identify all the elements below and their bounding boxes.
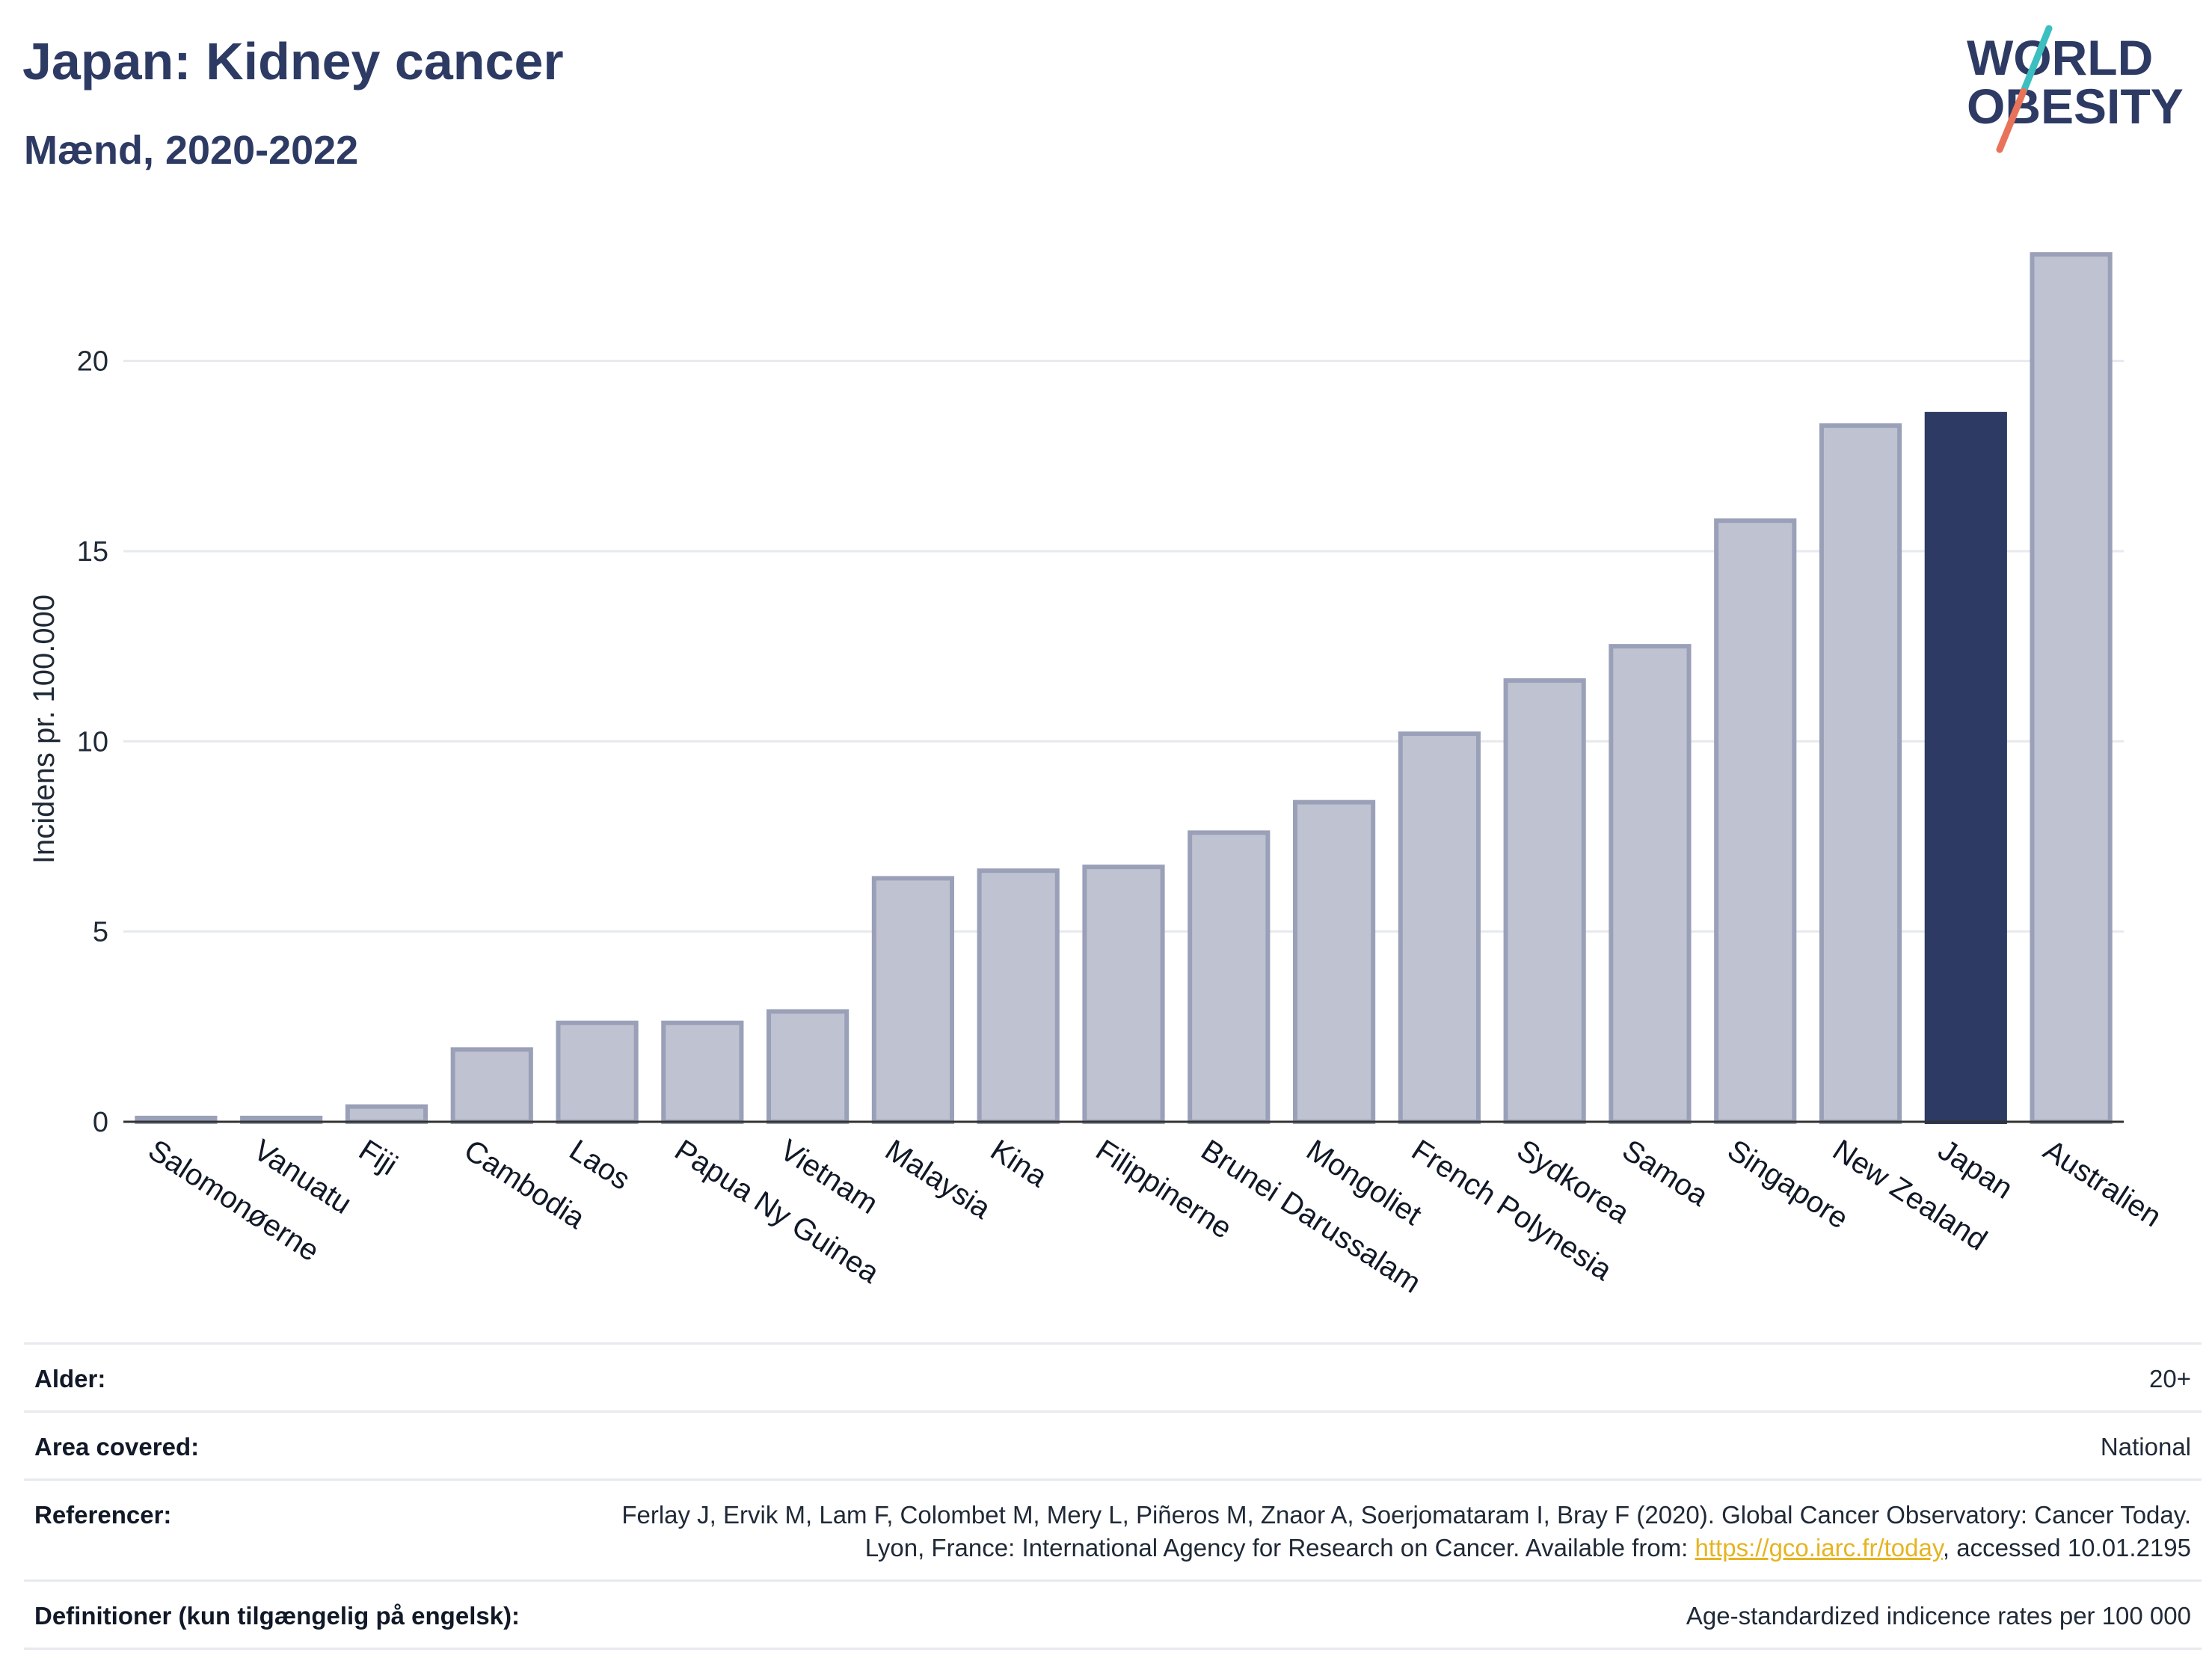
y-tick-label: 0 [93, 1107, 108, 1138]
meta-value-reference: Ferlay J, Ervik M, Lam F, Colombet M, Me… [621, 1499, 2191, 1565]
reference-accessed: , accessed 10.01.2195 [1942, 1534, 2191, 1562]
x-tick-label: Kina [985, 1134, 1054, 1194]
meta-row-age: Alder: 20+ [24, 1342, 2202, 1410]
y-tick-label: 5 [93, 917, 108, 948]
x-tick-label: Malaysia [879, 1134, 997, 1226]
meta-row-references: Referencer: Ferlay J, Ervik M, Lam F, Co… [24, 1479, 2202, 1579]
x-tick-label: Australien [2038, 1134, 2167, 1234]
bar-singapore [1714, 518, 1797, 1124]
meta-value: National [2100, 1433, 2191, 1461]
bar-mongoliet [1292, 799, 1376, 1125]
reference-link[interactable]: https://gco.iarc.fr/today [1695, 1534, 1943, 1562]
meta-row-definitions: Definitioner (kun tilgængelig på engelsk… [24, 1579, 2202, 1650]
meta-label: Area covered: [34, 1433, 200, 1461]
bar-new-zealand [1819, 423, 1902, 1124]
logo-line1: WORLD [1967, 30, 2153, 85]
bar-french-polynesia [1398, 731, 1481, 1124]
x-tick-label: Laos [564, 1134, 636, 1197]
y-tick-label: 15 [77, 536, 108, 568]
page-subtitle: Mænd, 2020-2022 [24, 128, 359, 173]
reference-text: Ferlay J, Ervik M, Lam F, Colombet M, Me… [621, 1501, 2191, 1562]
x-tick-label: Fiji [353, 1134, 403, 1182]
meta-value: 20+ [2149, 1365, 2191, 1393]
x-tick-label: Japan [1932, 1134, 2018, 1206]
meta-row-area: Area covered: National [24, 1410, 2202, 1479]
bar-sydkorea [1503, 678, 1586, 1124]
bar-chart: 0 5 10 15 20 Incidens pr. 100.000 Salomonøerne… [28, 252, 2167, 1300]
x-tick-label: French Polynesia [1406, 1134, 1618, 1288]
bar-fiji [345, 1104, 428, 1125]
bar-japan [1924, 411, 2007, 1124]
bar-papua-ny-guinea [661, 1020, 744, 1124]
meta-label: Definitioner (kun tilgængelig på engelsk… [34, 1602, 520, 1630]
page-title: Japan: Kidney cancer [22, 32, 564, 90]
logo-slash-bottom [1996, 87, 2027, 153]
meta-label: Alder: [34, 1365, 106, 1393]
world-obesity-logo: WORLD OBESITY [1959, 22, 2199, 157]
y-tick-label: 20 [77, 346, 108, 378]
meta-label: Referencer: [34, 1501, 172, 1529]
metadata-table: Alder: 20+ Area covered: National Refere… [24, 1342, 2202, 1650]
bar-samoa [1609, 644, 1692, 1124]
y-axis-label: Incidens pr. 100.000 [28, 595, 61, 864]
bar-malaysia [871, 876, 955, 1125]
meta-value: Age-standardized indicence rates per 100… [1686, 1602, 2191, 1630]
y-tick-label: 10 [77, 726, 108, 758]
bar-kina [977, 868, 1060, 1124]
logo-line2: OBESITY [1967, 79, 2184, 134]
bar-cambodia [450, 1047, 533, 1124]
logo-graphic: WORLD OBESITY [1967, 25, 2184, 153]
bar-brunei-darussalam [1188, 830, 1271, 1125]
logo-slash-top [2020, 25, 2053, 95]
bar-australien [2030, 252, 2113, 1124]
bar-vietnam [766, 1009, 850, 1125]
bar-filippinerne [1082, 865, 1165, 1125]
bar-laos [556, 1020, 639, 1124]
